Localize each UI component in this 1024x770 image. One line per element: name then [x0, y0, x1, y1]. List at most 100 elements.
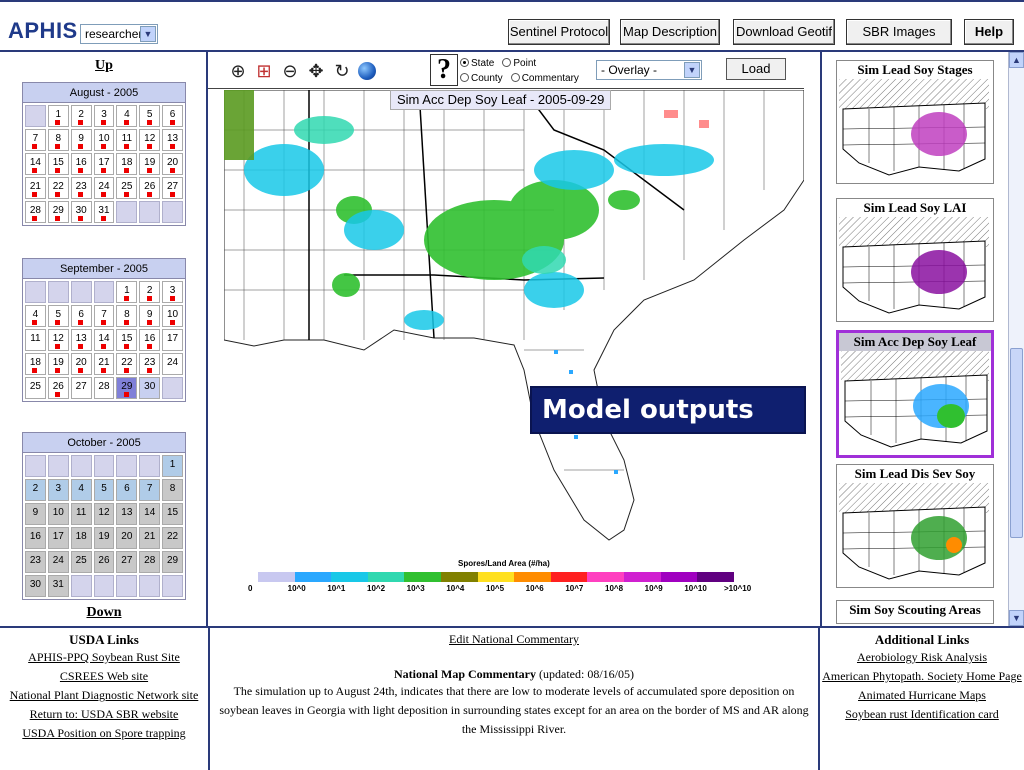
globe-icon[interactable]	[358, 62, 376, 80]
radio-commentary[interactable]: Commentary	[510, 73, 579, 84]
calendar-day[interactable]: 30	[139, 377, 161, 399]
calendar-day[interactable]: 16	[25, 527, 46, 549]
calendar-day[interactable]: 15	[162, 503, 183, 525]
calendar-day[interactable]: 23	[70, 177, 92, 199]
calendar-day[interactable]: 16	[139, 329, 161, 351]
calendar-day[interactable]: 14	[93, 329, 115, 351]
sentinel-protocol-button[interactable]: Sentinel Protocol	[508, 19, 610, 45]
calendar-day[interactable]: 9	[70, 129, 92, 151]
calendar-day[interactable]: 11	[25, 329, 46, 351]
calendar-day[interactable]: 18	[116, 153, 138, 175]
radio-state[interactable]: State	[460, 58, 494, 69]
calendar-day[interactable]: 4	[70, 479, 92, 501]
calendar-day[interactable]: 25	[116, 177, 138, 199]
zoom-in-icon[interactable]: ⊕	[230, 61, 246, 81]
role-select[interactable]: researcher ▼	[80, 24, 158, 44]
thumbnail-card[interactable]: Sim Lead Soy LAI	[836, 198, 994, 322]
calendar-day[interactable]: 1	[47, 105, 69, 127]
calendar-day[interactable]: 25	[70, 551, 92, 573]
calendar-day[interactable]: 9	[139, 305, 161, 327]
calendar-day[interactable]: 29	[116, 377, 138, 399]
calendar-day[interactable]: 24	[162, 353, 183, 375]
calendar-day[interactable]: 17	[47, 527, 69, 549]
map-description-button[interactable]: Map Description	[620, 19, 720, 45]
calendar-day[interactable]: 10	[162, 305, 183, 327]
calendar-day[interactable]: 8	[162, 479, 183, 501]
calendar-day[interactable]: 22	[116, 353, 138, 375]
calendar-day[interactable]: 19	[93, 527, 115, 549]
calendar-day[interactable]: 18	[70, 527, 92, 549]
edit-commentary-link[interactable]: Edit National Commentary	[449, 632, 579, 646]
calendar-day[interactable]: 22	[162, 527, 183, 549]
calendar-day[interactable]: 21	[139, 527, 161, 549]
link-csrees[interactable]: CSREES Web site	[59, 669, 149, 683]
down-link[interactable]: Down	[86, 605, 122, 620]
calendar-day[interactable]: 26	[47, 377, 69, 399]
link-aerobiology[interactable]: Aerobiology Risk Analysis	[856, 650, 987, 664]
link-rust-id-card[interactable]: Soybean rust Identification card	[845, 707, 999, 721]
calendar-day[interactable]: 12	[93, 503, 115, 525]
thumbnail-card[interactable]: Sim Lead Dis Sev Soy	[836, 464, 994, 588]
calendar-day[interactable]: 28	[139, 551, 161, 573]
overlay-select[interactable]: - Overlay - ▼	[596, 60, 702, 80]
link-aphis-ppq[interactable]: APHIS-PPQ Soybean Rust Site	[28, 650, 180, 664]
calendar-day[interactable]: 31	[93, 201, 115, 223]
calendar-day[interactable]: 16	[70, 153, 92, 175]
calendar-day[interactable]: 30	[70, 201, 92, 223]
calendar-day[interactable]: 19	[47, 353, 69, 375]
calendar-day[interactable]: 8	[47, 129, 69, 151]
zoom-box-icon[interactable]: ⊞	[256, 61, 272, 81]
link-usda-spore-trapping[interactable]: USDA Position on Spore trapping	[22, 726, 186, 740]
calendar-day[interactable]: 1	[162, 455, 183, 477]
calendar-day[interactable]: 3	[93, 105, 115, 127]
link-aps-home[interactable]: American Phytopath. Society Home Page	[822, 669, 1022, 683]
calendar-day[interactable]: 21	[93, 353, 115, 375]
calendar-day[interactable]: 26	[139, 177, 161, 199]
sbr-images-button[interactable]: SBR Images	[846, 19, 952, 45]
calendar-day[interactable]: 2	[25, 479, 46, 501]
thumbnail-card[interactable]: Sim Lead Soy Stages	[836, 60, 994, 184]
calendar-day[interactable]: 13	[70, 329, 92, 351]
calendar-day[interactable]: 17	[162, 329, 183, 351]
link-hurricane-maps[interactable]: Animated Hurricane Maps	[858, 688, 986, 702]
calendar-day[interactable]: 25	[25, 377, 46, 399]
link-return-usda-sbr[interactable]: Return to: USDA SBR website	[29, 707, 179, 721]
calendar-day[interactable]: 11	[70, 503, 92, 525]
calendar-day[interactable]: 12	[47, 329, 69, 351]
calendar-day[interactable]: 22	[47, 177, 69, 199]
calendar-day[interactable]: 15	[47, 153, 69, 175]
calendar-day[interactable]: 20	[116, 527, 138, 549]
calendar-day[interactable]: 15	[116, 329, 138, 351]
link-npdn[interactable]: National Plant Diagnostic Network site	[9, 688, 199, 702]
calendar-day[interactable]: 3	[47, 479, 69, 501]
load-button[interactable]: Load	[726, 58, 786, 80]
calendar-day[interactable]: 18	[25, 353, 46, 375]
calendar-day[interactable]: 13	[162, 129, 183, 151]
download-geotif-button[interactable]: Download Geotif	[733, 19, 835, 45]
refresh-icon[interactable]: ↻	[334, 61, 350, 81]
calendar-day[interactable]: 2	[139, 281, 161, 303]
calendar-day[interactable]: 4	[116, 105, 138, 127]
thumbnail-card[interactable]: Sim Soy Scouting Areas	[836, 600, 994, 624]
help-button[interactable]: Help	[964, 19, 1014, 45]
thumbnail-scrollbar[interactable]: ▲ ▼	[1008, 52, 1024, 626]
radio-county[interactable]: County	[460, 73, 503, 84]
calendar-day[interactable]: 23	[139, 353, 161, 375]
calendar-day[interactable]: 23	[25, 551, 46, 573]
calendar-day[interactable]: 3	[162, 281, 183, 303]
southeast-map[interactable]: Sim Acc Dep Soy Leaf - 2005-09-29	[224, 90, 804, 556]
calendar-day[interactable]: 30	[25, 575, 46, 597]
calendar-day[interactable]: 14	[25, 153, 46, 175]
scroll-thumb[interactable]	[1010, 348, 1023, 538]
scroll-up-icon[interactable]: ▲	[1009, 52, 1024, 68]
calendar-day[interactable]: 27	[116, 551, 138, 573]
calendar-day[interactable]: 19	[139, 153, 161, 175]
calendar-day[interactable]: 17	[93, 153, 115, 175]
calendar-day[interactable]: 13	[116, 503, 138, 525]
help-question-icon[interactable]: ?	[430, 54, 458, 86]
calendar-day[interactable]: 14	[139, 503, 161, 525]
calendar-day[interactable]: 7	[93, 305, 115, 327]
calendar-day[interactable]: 24	[93, 177, 115, 199]
calendar-day[interactable]: 5	[139, 105, 161, 127]
thumbnail-card[interactable]: Sim Acc Dep Soy Leaf	[836, 330, 994, 458]
